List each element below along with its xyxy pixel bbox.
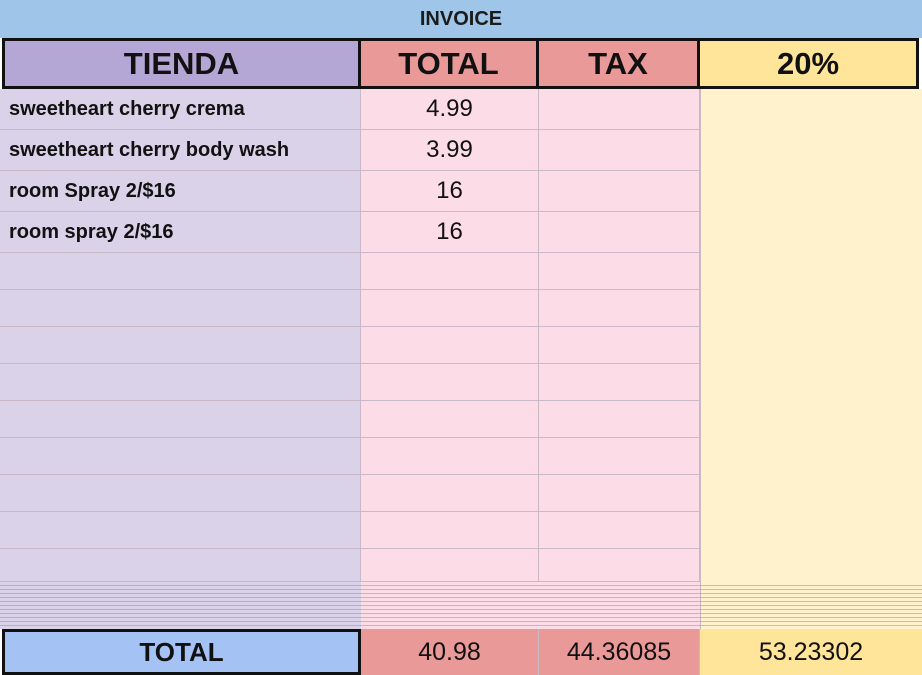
- header-percent[interactable]: 20%: [700, 38, 919, 89]
- footer-percent-sum[interactable]: 53.23302: [700, 629, 922, 675]
- cell-tax[interactable]: [539, 549, 700, 582]
- cell-store-item[interactable]: [0, 549, 361, 582]
- table-row: [0, 327, 922, 364]
- cell-store-item[interactable]: [0, 290, 361, 327]
- cell-store-item[interactable]: sweetheart cherry body wash: [0, 130, 361, 171]
- table-row: [0, 512, 922, 549]
- cell-total[interactable]: [361, 253, 539, 290]
- cell-tax[interactable]: [539, 401, 700, 438]
- cell-store-item[interactable]: [0, 364, 361, 401]
- table-row: room spray 2/$16 16: [0, 212, 922, 253]
- cell-store-item[interactable]: room spray 2/$16: [0, 212, 361, 253]
- footer-tax-sum[interactable]: 44.36085: [539, 629, 700, 675]
- table-row: [0, 401, 922, 438]
- frozen-rows-separator: [0, 582, 922, 627]
- table-row: sweetheart cherry body wash 3.99: [0, 130, 922, 171]
- cell-total[interactable]: [361, 290, 539, 327]
- cell-tax[interactable]: [539, 364, 700, 401]
- cell-tax[interactable]: [539, 512, 700, 549]
- cell-store-item[interactable]: [0, 401, 361, 438]
- cell-percent-merged[interactable]: [701, 89, 922, 582]
- cell-total[interactable]: [361, 327, 539, 364]
- cell-store-item[interactable]: sweetheart cherry crema: [0, 89, 361, 130]
- cell-tax[interactable]: [539, 475, 700, 512]
- footer-total-label[interactable]: TOTAL: [2, 629, 361, 675]
- cell-store-item[interactable]: room Spray 2/$16: [0, 171, 361, 212]
- table-row: [0, 549, 922, 582]
- cell-store-item[interactable]: [0, 253, 361, 290]
- cell-store-item[interactable]: [0, 327, 361, 364]
- cell-total[interactable]: 16: [361, 171, 539, 212]
- cell-total[interactable]: [361, 475, 539, 512]
- cell-total[interactable]: [361, 438, 539, 475]
- cell-store-item[interactable]: [0, 512, 361, 549]
- cell-store-item[interactable]: [0, 475, 361, 512]
- header-tax[interactable]: TAX: [539, 38, 700, 89]
- table-row: [0, 290, 922, 327]
- total-column-bg: [361, 89, 539, 629]
- cell-tax[interactable]: [539, 327, 700, 364]
- tax-column-bg: [539, 89, 700, 629]
- cell-tax[interactable]: [539, 89, 700, 130]
- store-column-bg: [0, 89, 361, 629]
- table-row: [0, 364, 922, 401]
- table-row: room Spray 2/$16 16: [0, 171, 922, 212]
- cell-tax[interactable]: [539, 212, 700, 253]
- cell-total[interactable]: 16: [361, 212, 539, 253]
- table-row: [0, 438, 922, 475]
- cell-store-item[interactable]: [0, 438, 361, 475]
- header-store[interactable]: TIENDA: [2, 38, 361, 89]
- cell-total[interactable]: 3.99: [361, 130, 539, 171]
- cell-total[interactable]: [361, 401, 539, 438]
- footer-total-sum[interactable]: 40.98: [361, 629, 539, 675]
- header-total[interactable]: TOTAL: [361, 38, 539, 89]
- cell-total[interactable]: [361, 549, 539, 582]
- cell-tax[interactable]: [539, 130, 700, 171]
- cell-tax[interactable]: [539, 290, 700, 327]
- table-row: [0, 253, 922, 290]
- table-row: sweetheart cherry crema 4.99: [0, 89, 922, 130]
- cell-total[interactable]: [361, 364, 539, 401]
- invoice-title: INVOICE: [0, 0, 922, 38]
- cell-total[interactable]: 4.99: [361, 89, 539, 130]
- cell-total[interactable]: [361, 512, 539, 549]
- cell-tax[interactable]: [539, 171, 700, 212]
- cell-tax[interactable]: [539, 253, 700, 290]
- cell-tax[interactable]: [539, 438, 700, 475]
- percent-column-bg: [700, 89, 922, 629]
- table-row: [0, 475, 922, 512]
